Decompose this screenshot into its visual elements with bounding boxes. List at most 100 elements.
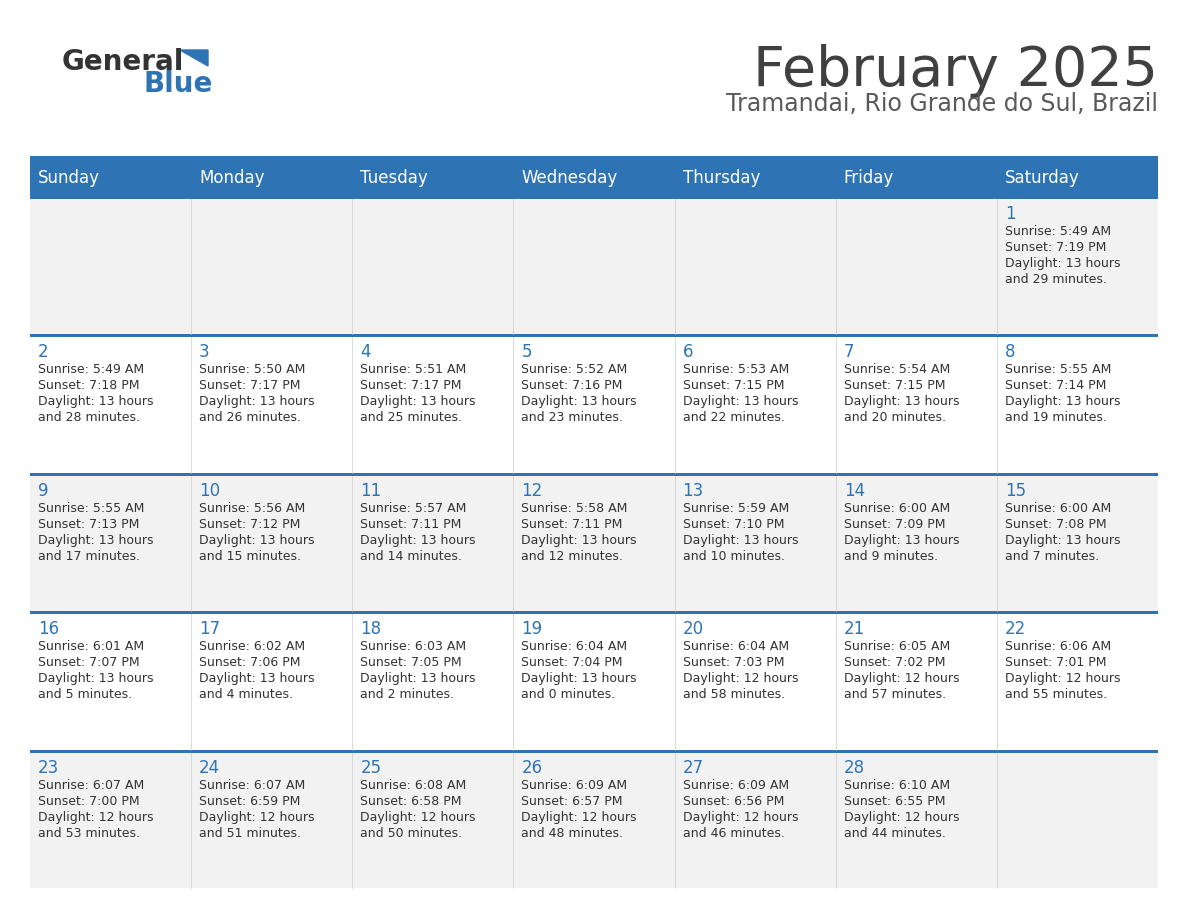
Text: 15: 15	[1005, 482, 1026, 499]
Text: Sunset: 7:13 PM: Sunset: 7:13 PM	[38, 518, 139, 531]
Text: Sunrise: 5:51 AM: Sunrise: 5:51 AM	[360, 364, 467, 376]
Text: Sunset: 7:15 PM: Sunset: 7:15 PM	[683, 379, 784, 392]
Text: Tramandai, Rio Grande do Sul, Brazil: Tramandai, Rio Grande do Sul, Brazil	[726, 92, 1158, 116]
Text: and 25 minutes.: and 25 minutes.	[360, 411, 462, 424]
Text: and 23 minutes.: and 23 minutes.	[522, 411, 624, 424]
Text: Daylight: 12 hours: Daylight: 12 hours	[38, 811, 153, 823]
Bar	[30, 473, 1158, 476]
Text: Sunset: 7:16 PM: Sunset: 7:16 PM	[522, 379, 623, 392]
Text: Sunset: 6:57 PM: Sunset: 6:57 PM	[522, 795, 623, 808]
Text: and 7 minutes.: and 7 minutes.	[1005, 550, 1099, 563]
Text: 3: 3	[200, 343, 210, 362]
Text: Sunset: 7:04 PM: Sunset: 7:04 PM	[522, 656, 623, 669]
Text: Daylight: 13 hours: Daylight: 13 hours	[1005, 396, 1120, 409]
Text: Daylight: 13 hours: Daylight: 13 hours	[360, 672, 475, 685]
Bar	[30, 156, 1158, 160]
Text: and 12 minutes.: and 12 minutes.	[522, 550, 624, 563]
Bar	[30, 338, 1158, 473]
Text: Tuesday: Tuesday	[360, 169, 428, 187]
Text: Sunset: 7:02 PM: Sunset: 7:02 PM	[843, 656, 946, 669]
Text: 24: 24	[200, 758, 220, 777]
Text: Sunset: 6:58 PM: Sunset: 6:58 PM	[360, 795, 462, 808]
Text: 1: 1	[1005, 205, 1016, 223]
Text: Sunset: 7:15 PM: Sunset: 7:15 PM	[843, 379, 946, 392]
Text: and 0 minutes.: and 0 minutes.	[522, 688, 615, 701]
Text: and 22 minutes.: and 22 minutes.	[683, 411, 784, 424]
Text: Sunday: Sunday	[38, 169, 100, 187]
Text: Sunrise: 6:02 AM: Sunrise: 6:02 AM	[200, 640, 305, 654]
Text: Daylight: 12 hours: Daylight: 12 hours	[683, 672, 798, 685]
Text: 20: 20	[683, 621, 703, 638]
Text: and 46 minutes.: and 46 minutes.	[683, 826, 784, 840]
Text: 17: 17	[200, 621, 220, 638]
Text: General: General	[62, 48, 184, 76]
Text: Daylight: 13 hours: Daylight: 13 hours	[200, 672, 315, 685]
Text: 9: 9	[38, 482, 49, 499]
Text: Sunrise: 6:06 AM: Sunrise: 6:06 AM	[1005, 640, 1111, 654]
Text: Sunrise: 5:52 AM: Sunrise: 5:52 AM	[522, 364, 627, 376]
Text: Daylight: 12 hours: Daylight: 12 hours	[683, 811, 798, 823]
Text: 14: 14	[843, 482, 865, 499]
Text: Sunset: 7:09 PM: Sunset: 7:09 PM	[843, 518, 946, 531]
Bar	[30, 334, 1158, 338]
Text: 21: 21	[843, 621, 865, 638]
Text: 25: 25	[360, 758, 381, 777]
Text: and 10 minutes.: and 10 minutes.	[683, 550, 784, 563]
Text: Sunrise: 5:55 AM: Sunrise: 5:55 AM	[38, 502, 145, 515]
Text: 26: 26	[522, 758, 543, 777]
Text: 16: 16	[38, 621, 59, 638]
Text: Sunrise: 6:07 AM: Sunrise: 6:07 AM	[200, 778, 305, 791]
Text: 28: 28	[843, 758, 865, 777]
Text: Sunrise: 6:05 AM: Sunrise: 6:05 AM	[843, 640, 950, 654]
Text: Sunset: 6:59 PM: Sunset: 6:59 PM	[200, 795, 301, 808]
Text: and 2 minutes.: and 2 minutes.	[360, 688, 454, 701]
Text: Daylight: 13 hours: Daylight: 13 hours	[522, 396, 637, 409]
Text: Sunset: 7:00 PM: Sunset: 7:00 PM	[38, 795, 140, 808]
Text: Daylight: 12 hours: Daylight: 12 hours	[843, 811, 959, 823]
Text: Sunrise: 5:58 AM: Sunrise: 5:58 AM	[522, 502, 627, 515]
Text: and 57 minutes.: and 57 minutes.	[843, 688, 946, 701]
Text: Sunrise: 5:53 AM: Sunrise: 5:53 AM	[683, 364, 789, 376]
Text: 11: 11	[360, 482, 381, 499]
Text: Sunrise: 6:09 AM: Sunrise: 6:09 AM	[683, 778, 789, 791]
Text: and 50 minutes.: and 50 minutes.	[360, 826, 462, 840]
Bar	[30, 611, 1158, 614]
Text: and 20 minutes.: and 20 minutes.	[843, 411, 946, 424]
Text: 10: 10	[200, 482, 220, 499]
Text: Sunset: 6:55 PM: Sunset: 6:55 PM	[843, 795, 946, 808]
Text: Daylight: 13 hours: Daylight: 13 hours	[1005, 257, 1120, 270]
Text: Sunrise: 5:49 AM: Sunrise: 5:49 AM	[38, 364, 144, 376]
Text: 7: 7	[843, 343, 854, 362]
Text: Sunset: 7:17 PM: Sunset: 7:17 PM	[200, 379, 301, 392]
Text: Daylight: 13 hours: Daylight: 13 hours	[843, 533, 959, 547]
Text: and 9 minutes.: and 9 minutes.	[843, 550, 937, 563]
Text: 2: 2	[38, 343, 49, 362]
Text: Blue: Blue	[144, 70, 214, 98]
Bar	[30, 199, 1158, 334]
Text: and 44 minutes.: and 44 minutes.	[843, 826, 946, 840]
Text: Sunset: 7:11 PM: Sunset: 7:11 PM	[522, 518, 623, 531]
Text: Saturday: Saturday	[1005, 169, 1080, 187]
Text: and 14 minutes.: and 14 minutes.	[360, 550, 462, 563]
Bar	[30, 750, 1158, 753]
Text: Daylight: 13 hours: Daylight: 13 hours	[522, 533, 637, 547]
Text: Sunset: 7:14 PM: Sunset: 7:14 PM	[1005, 379, 1106, 392]
Text: Sunset: 7:17 PM: Sunset: 7:17 PM	[360, 379, 462, 392]
Text: Daylight: 13 hours: Daylight: 13 hours	[522, 672, 637, 685]
Text: Thursday: Thursday	[683, 169, 760, 187]
Text: Sunrise: 6:09 AM: Sunrise: 6:09 AM	[522, 778, 627, 791]
Text: 13: 13	[683, 482, 703, 499]
Text: Daylight: 13 hours: Daylight: 13 hours	[1005, 533, 1120, 547]
Text: Daylight: 12 hours: Daylight: 12 hours	[843, 672, 959, 685]
Text: and 26 minutes.: and 26 minutes.	[200, 411, 301, 424]
Text: 5: 5	[522, 343, 532, 362]
Text: Sunrise: 6:01 AM: Sunrise: 6:01 AM	[38, 640, 144, 654]
Text: 8: 8	[1005, 343, 1016, 362]
Text: Sunrise: 5:49 AM: Sunrise: 5:49 AM	[1005, 225, 1111, 238]
Bar	[30, 160, 1158, 196]
Text: Sunset: 7:05 PM: Sunset: 7:05 PM	[360, 656, 462, 669]
Text: Sunrise: 6:04 AM: Sunrise: 6:04 AM	[522, 640, 627, 654]
Text: Sunset: 7:01 PM: Sunset: 7:01 PM	[1005, 656, 1106, 669]
Text: Daylight: 13 hours: Daylight: 13 hours	[38, 396, 153, 409]
Text: and 4 minutes.: and 4 minutes.	[200, 688, 293, 701]
